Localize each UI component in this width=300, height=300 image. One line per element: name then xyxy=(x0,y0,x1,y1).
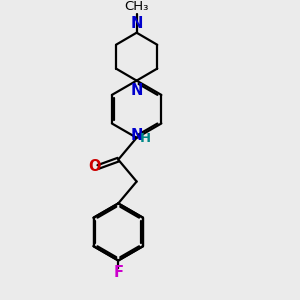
Text: CH₃: CH₃ xyxy=(124,0,149,13)
Text: N: N xyxy=(131,128,143,143)
Text: H: H xyxy=(140,132,151,145)
Text: N: N xyxy=(131,16,143,31)
Text: N: N xyxy=(131,83,143,98)
Text: O: O xyxy=(88,160,100,175)
Text: F: F xyxy=(113,265,123,280)
